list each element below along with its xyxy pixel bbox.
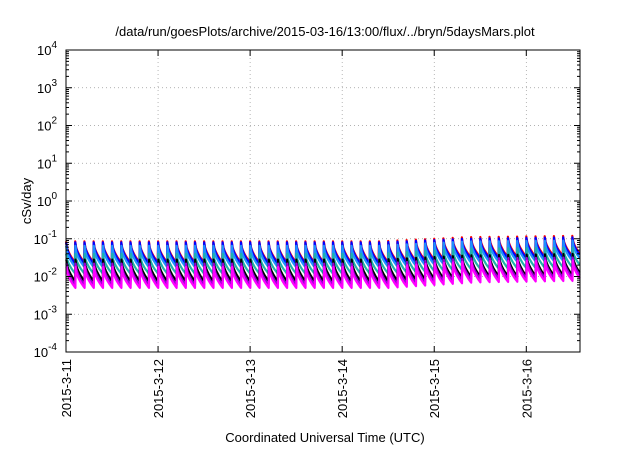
x-tick-label: 2015-3-13 bbox=[243, 359, 258, 418]
x-axis: 2015-3-11 2015-3-12 2015-3-13 2015-3-14 2015… bbox=[59, 50, 534, 418]
x-tick-label: 2015-3-14 bbox=[335, 359, 350, 418]
y-tick-label: 101 bbox=[37, 153, 57, 171]
y-tick-label: 100 bbox=[37, 191, 57, 209]
y-tick-label: 103 bbox=[37, 78, 57, 96]
y-tick-label: 102 bbox=[37, 116, 57, 134]
y-tick-label: 10-3 bbox=[34, 304, 58, 322]
x-axis-label: Coordinated Universal Time (UTC) bbox=[225, 430, 424, 445]
y-axis-label: cSv/day bbox=[19, 177, 34, 224]
x-tick-label: 2015-3-12 bbox=[151, 359, 166, 418]
y-tick-label: 10-2 bbox=[34, 267, 58, 285]
y-tick-label: 10-1 bbox=[34, 229, 58, 247]
y-tick-label: 104 bbox=[37, 40, 57, 58]
chart-title: /data/run/goesPlots/archive/2015-03-16/1… bbox=[115, 24, 535, 39]
x-tick-label: 2015-3-15 bbox=[427, 359, 442, 418]
y-tick-label: 10-4 bbox=[34, 342, 58, 360]
x-tick-label: 2015-3-11 bbox=[59, 359, 74, 417]
series-layer bbox=[64, 234, 581, 289]
series-line bbox=[65, 259, 581, 289]
x-tick-label: 2015-3-16 bbox=[519, 359, 534, 418]
grid bbox=[66, 50, 580, 352]
